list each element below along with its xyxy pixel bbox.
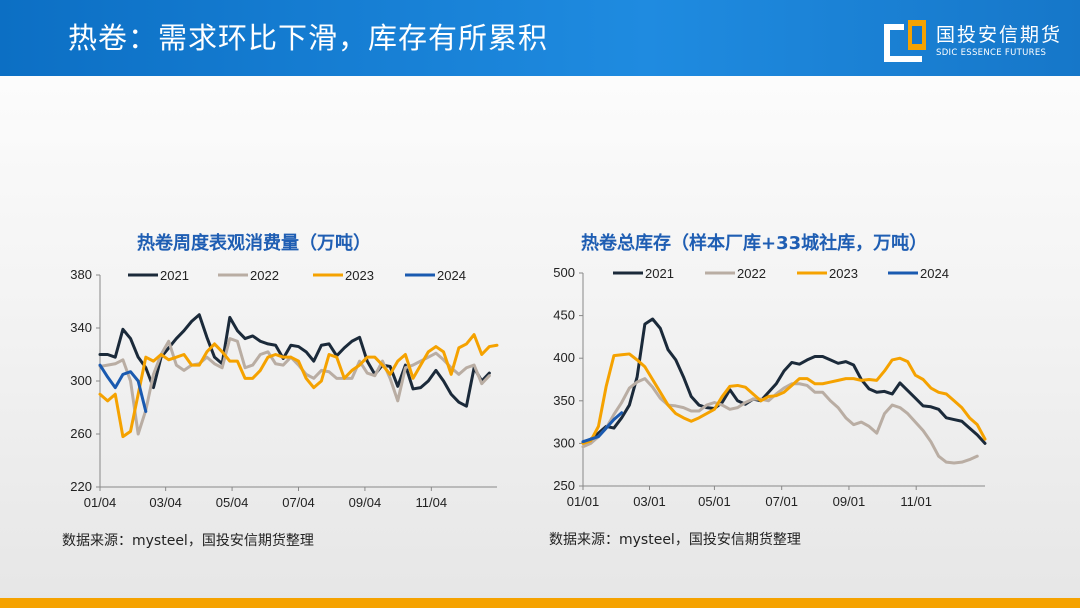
legend-label-2024: 2024 — [437, 268, 466, 283]
legend-label-2021: 2021 — [645, 266, 674, 281]
x-tick-label: 03/01 — [633, 494, 666, 509]
x-tick-label: 05/01 — [698, 494, 731, 509]
series-line-2024 — [98, 363, 148, 413]
logo-mark-icon — [884, 20, 926, 62]
page-title: 热卷：需求环比下滑，库存有所累积 — [68, 21, 549, 55]
series-line-2023 — [98, 333, 499, 439]
y-tick-label: 300 — [553, 435, 575, 450]
chart-1-title: 热卷周度表观消费量（万吨） — [137, 233, 371, 254]
bottom-accent-bar — [0, 598, 1080, 608]
legend-label-2022: 2022 — [737, 266, 766, 281]
y-tick-label: 340 — [70, 320, 92, 335]
x-tick-label: 05/04 — [216, 495, 249, 510]
y-tick-label: 350 — [553, 393, 575, 408]
y-tick-label: 500 — [553, 265, 575, 280]
series-line-2021 — [98, 313, 491, 408]
legend-label-2024: 2024 — [920, 266, 949, 281]
chart-1-source: 数据来源：mysteel，国投安信期货整理 — [62, 533, 314, 549]
y-tick-label: 400 — [553, 350, 575, 365]
x-tick-label: 01/04 — [84, 495, 117, 510]
series-line-2021 — [581, 317, 987, 445]
x-tick-label: 09/04 — [349, 495, 382, 510]
y-tick-label: 380 — [70, 267, 92, 282]
x-tick-label: 11/01 — [900, 494, 932, 509]
header-bar: 热卷：需求环比下滑，库存有所累积 国投安信期货 SDIC ESSENCE FUT… — [0, 0, 1080, 76]
chart-2-source: 数据来源：mysteel，国投安信期货整理 — [549, 532, 801, 548]
y-tick-label: 250 — [553, 478, 575, 493]
logo-english-name: SDIC ESSENCE FUTURES — [936, 48, 1047, 58]
y-tick-label: 450 — [553, 308, 575, 323]
x-tick-label: 07/01 — [765, 494, 798, 509]
legend-label-2022: 2022 — [250, 268, 279, 283]
company-logo: 国投安信期货 SDIC ESSENCE FUTURES — [880, 16, 1070, 64]
x-tick-label: 01/01 — [567, 494, 600, 509]
x-tick-label: 03/04 — [149, 495, 182, 510]
chart-2-title: 热卷总库存（样本厂库+33城社库，万吨） — [581, 233, 928, 254]
x-tick-label: 09/01 — [833, 494, 866, 509]
series-line-2022 — [581, 377, 979, 465]
legend-label-2021: 2021 — [160, 268, 189, 283]
logo-chinese-name: 国投安信期货 — [936, 24, 1063, 46]
legend-label-2023: 2023 — [345, 268, 374, 283]
series-line-2023 — [581, 352, 987, 445]
x-tick-label: 07/04 — [282, 495, 315, 510]
y-tick-label: 300 — [70, 373, 92, 388]
y-tick-label: 220 — [70, 479, 92, 494]
legend-label-2023: 2023 — [829, 266, 858, 281]
y-tick-label: 260 — [70, 426, 92, 441]
x-tick-label: 11/04 — [416, 495, 448, 510]
series-line-2024 — [581, 411, 624, 444]
